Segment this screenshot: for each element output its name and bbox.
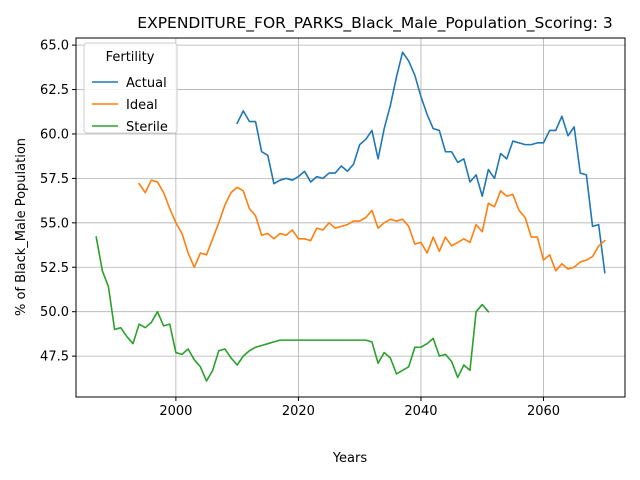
y-tick-label: 65.0 [40,39,69,54]
series-line-sterile [95,236,490,382]
series-line-actual [236,51,606,274]
x-axis-label: Years [332,451,368,466]
legend-title: Fertility [106,50,155,65]
x-tick-label: 2060 [527,404,560,419]
legend-label-sterile: Sterile [126,120,168,135]
y-tick-label: 47.5 [40,350,69,365]
legend-box [83,42,178,134]
y-tick-label: 50.0 [40,305,69,320]
chart-title: EXPENDITURE_FOR_PARKS_Black_Male_Populat… [137,14,612,33]
y-tick-label: 62.5 [40,83,69,98]
legend-label-actual: Actual [126,76,167,91]
series-line-ideal [137,179,606,272]
x-tick-label: 2000 [159,404,192,419]
y-axis-label: % of Black_Male Population [14,138,29,316]
legend-label-ideal: Ideal [126,98,158,113]
legend: Fertility Actual Ideal Sterile [83,42,178,135]
y-tick-label: 52.5 [40,261,69,276]
y-axis: 47.5 50.0 52.5 55.0 57.5 60.0 62.5 65.0 [40,39,76,365]
y-tick-label: 57.5 [40,172,69,187]
y-tick-label: 55.0 [40,216,69,231]
legend-items: Actual Ideal Sterile [92,76,168,135]
x-tick-label: 2040 [404,404,437,419]
plot-area-frame [75,37,626,398]
series-lines [95,51,606,382]
x-axis: 2000 2020 2040 2060 [159,397,560,419]
x-tick-label: 2020 [282,404,315,419]
y-tick-label: 60.0 [40,127,69,142]
